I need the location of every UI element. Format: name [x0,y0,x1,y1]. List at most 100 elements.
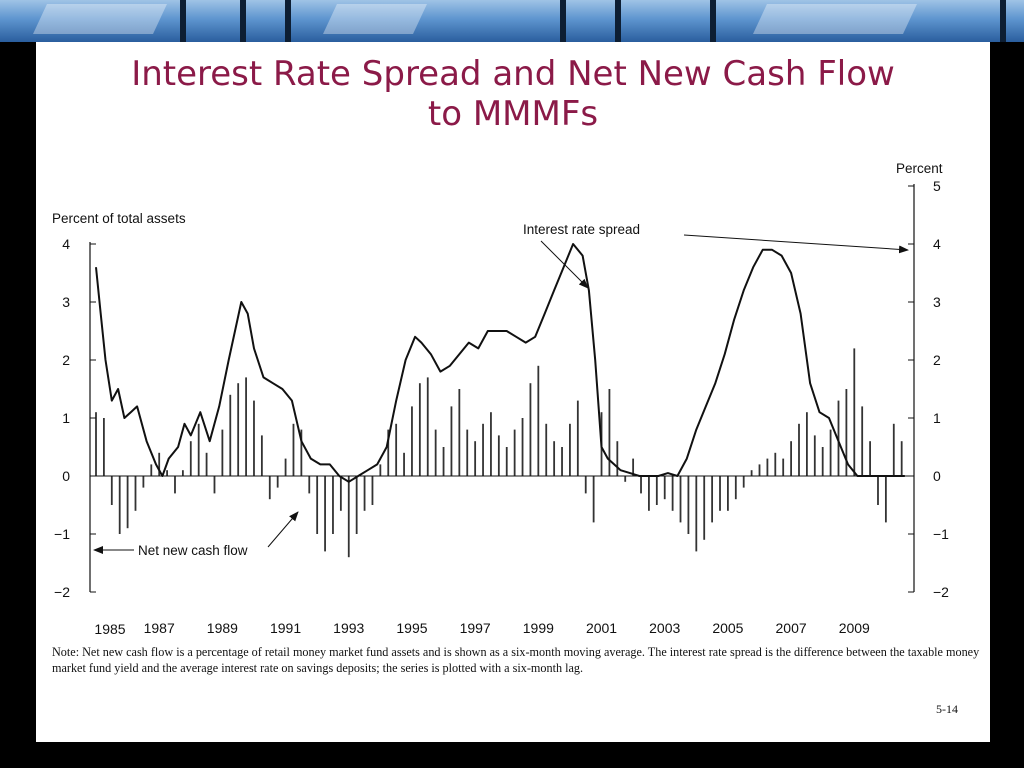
cash-flow-bar [719,476,721,511]
left-tick-label: 0 [62,468,70,484]
cash-flow-bar [418,383,421,476]
cash-flow-bar [253,400,255,476]
cash-flow-bar [197,423,200,476]
cash-flow-bar [458,389,461,476]
right-tick-label: 5 [933,178,941,194]
x-tick-label: 2001 [586,620,617,636]
cash-flow-bar [268,476,271,500]
cash-flow-bar [798,423,800,476]
x-tick-label: 2005 [712,620,743,636]
cash-flow-bar [245,377,247,476]
left-tick-label: 2 [62,352,70,368]
slide-title-line-2: to MMMFs [427,94,599,134]
cash-flow-bar [608,389,611,476]
cash-flow-bar [134,476,137,511]
cash-flow-bar [426,377,429,476]
cash-flow-bar [411,406,413,476]
axes: 4 3 2 1 0 −1 −2 5 4 3 2 1 0 −1 −2 1985 1987 1989 1991 1993 1… [54,178,949,637]
cash-flow-bar [695,476,698,552]
cash-flow-bar [813,435,816,476]
cash-flow-bar [363,476,366,511]
cash-flow-bar [877,476,879,505]
cash-flow-bar [276,476,279,488]
spread-line [95,243,905,483]
cash-flow-bars [95,348,908,558]
cash-flow-bar [181,470,184,476]
cash-flow-bar [300,429,303,476]
spread-arrow-1 [540,240,589,289]
cash-flow-bar [189,441,192,476]
cash-flow-bar [379,464,382,476]
cash-flow-bar [561,447,563,476]
cash-flow-bar [624,476,627,482]
cash-flow-bar [450,406,453,476]
right-axis-label: Percent [896,161,943,176]
header-banner [0,0,1024,42]
x-tick-label: 1989 [207,620,238,636]
cash-flow-bar [490,412,492,476]
left-axis-label: Percent of total assets [52,211,186,226]
cash-flow-bar [861,406,864,476]
cash-flow-bar [260,435,263,476]
cash-flow-bar [292,423,295,476]
cash-flow-bar [221,429,224,476]
slide-title-line-1: Interest Rate Spread and Net New Cash Fl… [131,54,895,94]
cash-flow-bar [332,476,334,534]
spread-annotation: Interest rate spread [523,222,640,237]
cash-flow-bar [703,476,706,540]
cash-flow-bar [308,476,311,494]
cash-flow-bar [829,429,832,476]
cash-flow-bar [505,447,508,476]
cash-flow-bar [434,429,437,476]
cash-flow-bar [102,418,105,476]
cash-flow-bar [853,348,856,476]
cash-flow-bar [655,476,658,505]
page-number: 5-14 [936,702,958,716]
cash-flow-bar [766,458,769,476]
x-tick-label: 1995 [396,620,427,636]
cash-flow-bar [576,400,579,476]
x-tick-label: 1985 [94,621,125,637]
cash-flow-bar [158,452,161,476]
cash-flow-bar [537,365,540,476]
x-tick-label: 2009 [839,620,870,636]
cash-flow-bar [774,452,777,476]
cash-flow-bar [569,423,571,476]
cash-flow-bar [884,476,887,523]
cash-flow-bar [750,470,753,476]
cash-flow-bar [869,441,871,476]
slide: Interest Rate Spread and Net New Cash Fl… [36,42,990,742]
cash-flow-bar [845,389,848,476]
right-tick-label: 2 [933,352,941,368]
cash-flow-bar [734,476,737,500]
cash-flow-bar [790,441,792,476]
cash-flow-bar [205,452,208,476]
cash-flow-bar [513,429,516,476]
cash-flow-bar [229,394,232,476]
slide-title: Interest Rate Spread and Net New Cash Fl… [36,54,990,134]
cash-flow-bar [395,423,398,476]
left-tick-label: 3 [62,294,70,310]
cash-flow-bar [482,423,484,476]
cash-flow-bar [545,423,548,476]
cash-flow-bar [687,476,690,534]
left-tick-label: 4 [62,236,70,252]
cash-flow-bar [284,458,287,476]
chart: 4 3 2 1 0 −1 −2 5 4 3 2 1 0 −1 −2 1985 1987 1989 1991 1993 1… [52,161,949,637]
cash-flow-bar [316,476,319,534]
x-tick-label: 1993 [333,620,364,636]
right-tick-label: 1 [933,410,941,426]
cash-flow-annotation: Net new cash flow [138,543,248,558]
cash-flow-bar [166,470,168,476]
cash-flow-bar [711,476,714,523]
x-tick-label: 2007 [776,620,807,636]
cash-flow-bar [118,476,121,534]
cash-flow-bar [403,452,405,476]
cash-flow-bar [142,476,145,488]
cash-flow-bar [355,476,358,534]
cash-flow-bar [758,464,761,476]
cash-flow-bar [347,476,350,558]
cash-flow-bar [442,447,445,476]
cash-flow-bar [529,383,532,476]
spread-series-line [95,243,905,483]
